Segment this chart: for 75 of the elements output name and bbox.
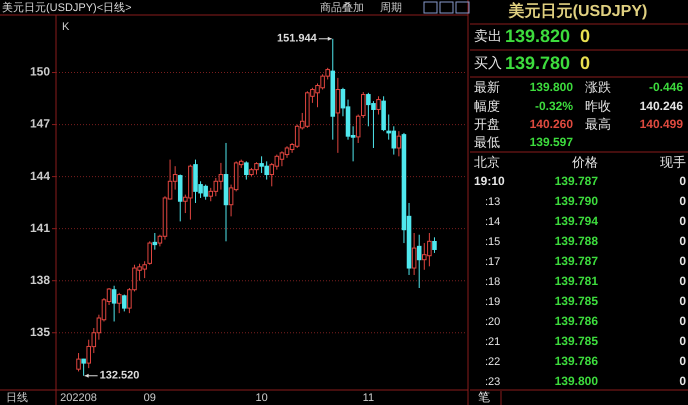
text: 0: [679, 314, 686, 328]
text: 现手: [660, 154, 686, 170]
y-tick-label: 135: [30, 324, 50, 339]
text: 140.246: [640, 99, 684, 114]
text: :13: [485, 196, 500, 208]
text: 美元日元(USDJPY): [508, 1, 648, 20]
text: 0: [679, 354, 686, 368]
text: 0: [679, 174, 686, 188]
text: 139.790: [554, 194, 598, 208]
text: 139.787: [554, 254, 598, 268]
text: 0: [679, 274, 686, 288]
text: 幅度: [474, 98, 500, 114]
x-tick-label: 09: [144, 392, 156, 404]
text: 日线: [6, 390, 28, 404]
annotation: 132.520: [100, 370, 140, 382]
text: 昨收: [585, 98, 611, 114]
text: 139.794: [554, 214, 598, 228]
text: 最高: [585, 116, 611, 132]
text: :17: [485, 256, 500, 268]
text: 0: [679, 334, 686, 348]
y-tick-label: 150: [30, 64, 50, 79]
x-tick-label: 11: [362, 392, 374, 404]
text: 0: [679, 254, 686, 268]
text: 0: [580, 52, 590, 73]
text: 周期: [380, 2, 402, 14]
text: 笔: [478, 390, 490, 404]
text: :19: [485, 296, 500, 308]
text: :21: [485, 336, 500, 348]
text: K: [62, 20, 70, 33]
text: 140.499: [640, 117, 684, 132]
text: 139.785: [554, 334, 598, 348]
text: 涨跌: [585, 79, 611, 94]
text: :20: [485, 316, 500, 328]
chart-title: 美元日元(USDJPY)<日线>: [2, 0, 132, 14]
y-tick-label: 144: [30, 168, 50, 183]
text: 0: [679, 214, 686, 228]
text: 最低: [474, 134, 500, 150]
text: 139.781: [554, 274, 598, 288]
text: 140.260: [530, 117, 574, 132]
text: 0: [679, 194, 686, 208]
text: 买入: [474, 54, 502, 71]
text: 139.788: [554, 234, 598, 248]
text: 价格: [571, 154, 598, 170]
annotation: 151.944: [277, 32, 318, 45]
text: :15: [485, 236, 500, 248]
text: -0.446: [648, 80, 684, 94]
text: 139.800: [530, 80, 574, 94]
x-tick-label: 202208: [60, 392, 97, 404]
text: :22: [485, 356, 500, 368]
text: 139.786: [554, 354, 598, 368]
y-tick-label: 147: [30, 116, 50, 131]
text: 139.800: [554, 374, 598, 388]
text: :18: [485, 276, 500, 288]
text: 139.820: [505, 26, 570, 46]
text: 0: [679, 294, 686, 308]
text: :23: [485, 376, 500, 388]
text: :14: [485, 216, 500, 228]
text: 139.787: [554, 174, 598, 188]
text: 卖出: [474, 28, 502, 44]
text: 开盘: [474, 116, 500, 132]
text: 0: [679, 234, 686, 248]
text: 北京: [474, 154, 500, 170]
text: 139.785: [554, 294, 598, 308]
x-tick-label: 10: [255, 392, 268, 404]
text: 139.786: [554, 314, 598, 328]
text: 最新: [474, 79, 500, 94]
text: 0: [580, 26, 590, 46]
text: 139.780: [505, 52, 570, 73]
text: 19:10: [474, 174, 506, 188]
text: -0.32%: [534, 99, 574, 114]
y-tick-label: 141: [30, 220, 50, 235]
y-tick-label: 138: [30, 272, 50, 287]
text: 139.597: [530, 135, 574, 150]
text: 0: [679, 374, 686, 388]
text: 商品叠加: [320, 0, 364, 14]
